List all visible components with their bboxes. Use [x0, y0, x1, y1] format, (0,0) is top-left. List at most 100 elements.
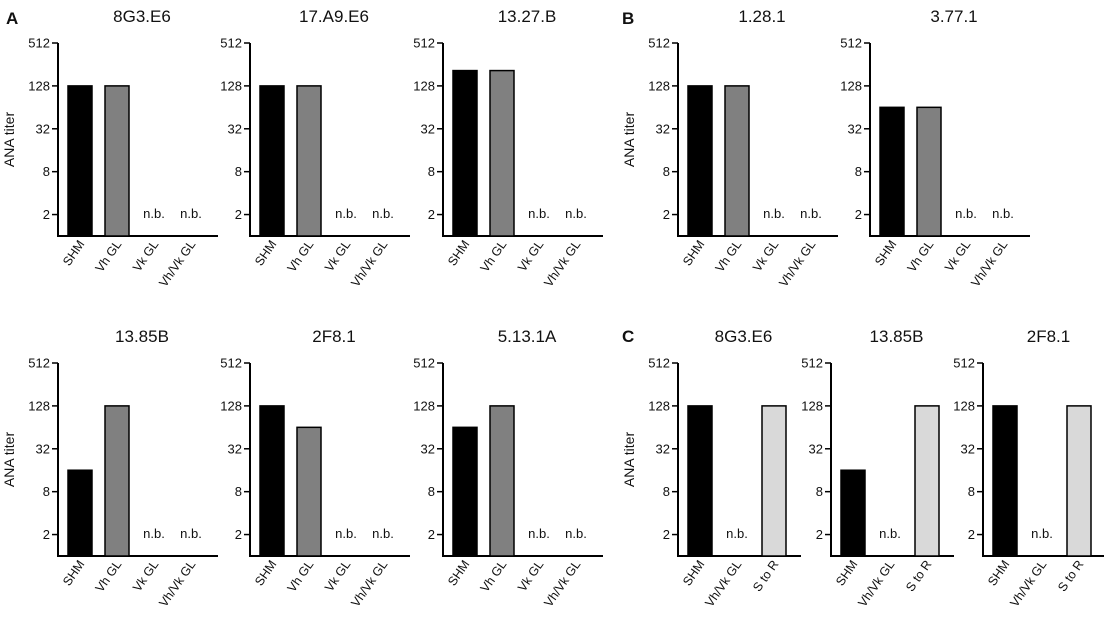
x-category-label: Vh GL [93, 238, 125, 275]
y-tick-label: 128 [28, 398, 50, 413]
y-tick-label: 512 [28, 36, 50, 51]
y-axis-label: ANA titer [621, 112, 637, 168]
x-category-label: SHM [985, 558, 1012, 589]
x-category-label: Vh GL [905, 238, 937, 275]
chart-title: 17.A9.E6 [299, 7, 369, 26]
x-category-label: Vh GL [478, 238, 510, 275]
y-tick-label: 8 [663, 164, 670, 179]
y-tick-label: 512 [413, 356, 435, 371]
y-tick-label: 512 [28, 356, 50, 371]
x-category-label: Vk GL [515, 558, 546, 595]
chart-a-5-13-1a: 5.13.1A 2 8 32 128 512 SHM Vh GL n.b. Vk GL n.b. Vh… [413, 327, 603, 610]
x-category-label: Vh GL [713, 238, 745, 275]
y-tick-label: 128 [840, 78, 862, 93]
bar-vh-gl [296, 85, 322, 237]
y-tick-label: 128 [28, 78, 50, 93]
y-tick-label: 8 [43, 484, 50, 499]
y-tick-label: 128 [648, 398, 670, 413]
x-category-label: Vh/Vk GL [156, 238, 198, 290]
no-binding-label: n.b. [800, 206, 822, 221]
bar-vh-gl [104, 85, 130, 237]
bar-vh-gl [104, 405, 130, 557]
panel-letter-a: A [6, 9, 18, 28]
y-tick-label: 512 [801, 356, 823, 371]
y-tick-label: 2 [428, 207, 435, 222]
no-binding-label: n.b. [992, 206, 1014, 221]
x-category-label: Vh/Vk GL [855, 558, 897, 610]
no-binding-label: n.b. [335, 526, 357, 541]
bar-shm [67, 85, 93, 237]
y-tick-label: 8 [428, 164, 435, 179]
y-tick-label: 8 [855, 164, 862, 179]
bar-shm [452, 69, 478, 237]
no-binding-label: n.b. [528, 526, 550, 541]
x-category-label: Vk GL [942, 238, 973, 275]
no-binding-label: n.b. [143, 206, 165, 221]
no-binding-label: n.b. [1031, 526, 1053, 541]
x-category-label: SHM [60, 238, 87, 269]
y-tick-label: 2 [43, 527, 50, 542]
x-category-label: Vk GL [515, 238, 546, 275]
chart-b-3-77-1: 3.77.1 2 8 32 128 512 SHM Vh GL n.b. Vk GL n.b. Vh/… [840, 7, 1030, 290]
y-tick-label: 8 [816, 484, 823, 499]
x-category-label: SHM [445, 238, 472, 269]
y-tick-label: 32 [961, 441, 975, 456]
bar-shm [879, 106, 905, 237]
y-axis-label: ANA titer [1, 432, 17, 488]
no-binding-label: n.b. [565, 206, 587, 221]
chart-title: 3.77.1 [930, 7, 977, 26]
y-tick-label: 32 [36, 441, 50, 456]
no-binding-label: n.b. [372, 526, 394, 541]
no-binding-label: n.b. [726, 526, 748, 541]
y-tick-label: 2 [855, 207, 862, 222]
chart-title: 5.13.1A [498, 327, 557, 346]
panel-letter-c: C [622, 327, 634, 346]
y-tick-label: 2 [43, 207, 50, 222]
no-binding-label: n.b. [372, 206, 394, 221]
bar-vh-gl [489, 69, 515, 237]
chart-title: 2F8.1 [312, 327, 355, 346]
no-binding-label: n.b. [565, 526, 587, 541]
x-category-label: Vh GL [478, 558, 510, 595]
y-tick-label: 128 [953, 398, 975, 413]
y-tick-label: 8 [968, 484, 975, 499]
y-tick-label: 2 [235, 527, 242, 542]
bar-vh-gl [296, 426, 322, 557]
x-category-label: Vk GL [130, 558, 161, 595]
y-tick-label: 32 [36, 121, 50, 136]
no-binding-label: n.b. [528, 206, 550, 221]
chart-title: 13.85B [115, 327, 169, 346]
y-tick-label: 512 [648, 36, 670, 51]
x-category-label: Vh GL [285, 558, 317, 595]
chart-c-8g3-e6: 8G3.E6 2 8 32 128 512 ANA titer SHM n.b. Vh/Vk GL… [621, 327, 801, 610]
bar-shm [67, 469, 93, 557]
y-tick-label: 128 [413, 398, 435, 413]
y-tick-label: 32 [228, 441, 242, 456]
y-tick-label: 128 [220, 398, 242, 413]
x-category-label: Vh/Vk GL [348, 238, 390, 290]
bar-shm [452, 426, 478, 557]
x-category-label: Vk GL [322, 238, 353, 275]
y-tick-label: 512 [953, 356, 975, 371]
y-tick-label: 2 [235, 207, 242, 222]
y-tick-label: 512 [220, 36, 242, 51]
chart-title: 8G3.E6 [715, 327, 773, 346]
no-binding-label: n.b. [180, 526, 202, 541]
y-tick-label: 512 [840, 36, 862, 51]
bar-shm [687, 405, 713, 557]
y-tick-label: 8 [663, 484, 670, 499]
bar-s-to-r [914, 405, 940, 557]
x-category-label: Vh GL [285, 238, 317, 275]
y-tick-label: 2 [968, 527, 975, 542]
bar-vh-gl [489, 405, 515, 557]
x-category-label: SHM [872, 238, 899, 269]
y-tick-label: 128 [801, 398, 823, 413]
x-category-label: Vh/Vk GL [1007, 558, 1049, 610]
x-category-label: Vh/Vk GL [156, 558, 198, 610]
bar-vh-gl [916, 106, 942, 237]
x-category-label: S to R [1055, 558, 1086, 594]
y-tick-label: 32 [656, 121, 670, 136]
no-binding-label: n.b. [955, 206, 977, 221]
y-tick-label: 32 [656, 441, 670, 456]
